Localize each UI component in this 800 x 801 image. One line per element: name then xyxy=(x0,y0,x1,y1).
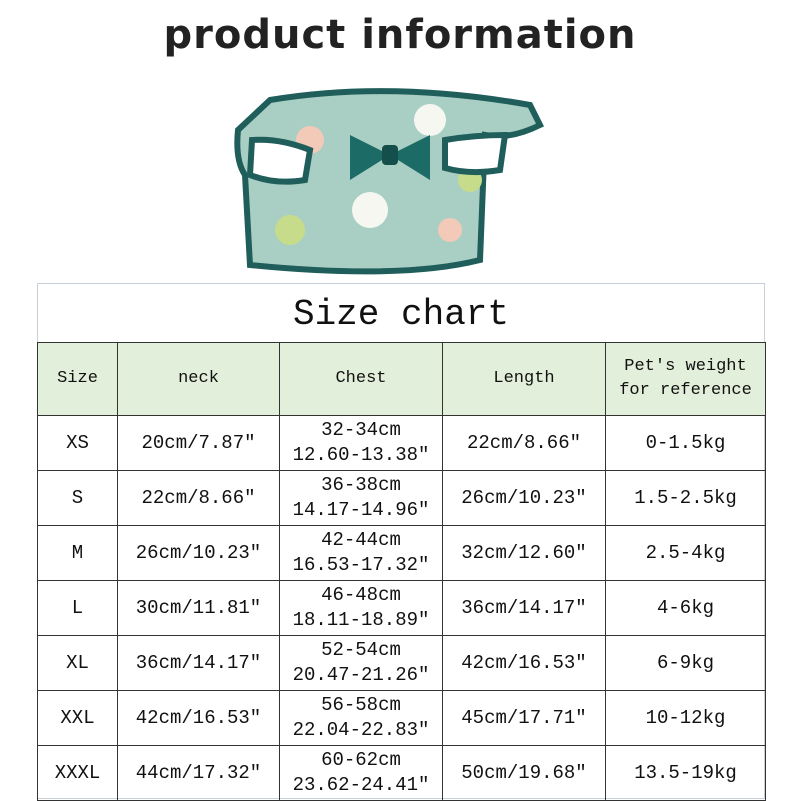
cell-size: XXL xyxy=(37,690,118,746)
chest-cm: 32-34cm xyxy=(321,419,401,441)
cell-length: 50cm/19.68″ xyxy=(442,745,606,801)
size-chart: Size chart Size neck Chest Length Pet's … xyxy=(37,283,766,801)
chest-inches: 23.62-24.41″ xyxy=(292,774,430,796)
table-row: M 26cm/10.23″ 42-44cm 16.53-17.32″ 32cm/12.6… xyxy=(37,525,766,581)
cell-weight: 1.5-2.5kg xyxy=(605,470,766,526)
cell-size: XS xyxy=(37,415,118,471)
cell-neck: 36cm/14.17″ xyxy=(117,635,280,691)
column-header-length: Length xyxy=(442,342,606,416)
chest-cm: 52-54cm xyxy=(321,639,401,661)
cell-weight: 10-12kg xyxy=(605,690,766,746)
chest-cm: 46-48cm xyxy=(321,584,401,606)
cell-length: 36cm/14.17″ xyxy=(442,580,606,636)
size-table: Size neck Chest Length Pet's weight for … xyxy=(37,342,766,801)
cell-size: M xyxy=(37,525,118,581)
chest-cm: 36-38cm xyxy=(321,474,401,496)
cell-length: 22cm/8.66″ xyxy=(442,415,606,471)
cell-length: 26cm/10.23″ xyxy=(442,470,606,526)
chest-inches: 16.53-17.32″ xyxy=(292,554,430,576)
chest-inches: 14.17-14.96″ xyxy=(292,499,430,521)
column-header-chest: Chest xyxy=(279,342,443,416)
cell-chest: 42-44cm 16.53-17.32″ xyxy=(279,525,443,581)
table-row: XXXL 44cm/17.32″ 60-62cm 23.62-24.41″ 50cm/1… xyxy=(37,745,766,801)
size-chart-title: Size chart xyxy=(292,294,510,335)
chest-cm: 60-62cm xyxy=(321,749,401,771)
cell-chest: 32-34cm 12.60-13.38″ xyxy=(279,415,443,471)
cell-chest: 52-54cm 20.47-21.26″ xyxy=(279,635,443,691)
cell-neck: 30cm/11.81″ xyxy=(117,580,280,636)
cell-neck: 22cm/8.66″ xyxy=(117,470,280,526)
cell-weight: 6-9kg xyxy=(605,635,766,691)
cell-size: XL xyxy=(37,635,118,691)
chest-inches: 20.47-21.26″ xyxy=(292,664,430,686)
table-row: L 30cm/11.81″ 46-48cm 18.11-18.89″ 36cm/14.1… xyxy=(37,580,766,636)
cell-weight: 13.5-19kg xyxy=(605,745,766,801)
chest-inches: 22.04-22.83″ xyxy=(292,719,430,741)
table-row: XL 36cm/14.17″ 52-54cm 20.47-21.26″ 42cm/16.… xyxy=(37,635,766,691)
column-header-weight: Pet's weight for reference xyxy=(605,342,766,416)
cell-neck: 44cm/17.32″ xyxy=(117,745,280,801)
page-title: product information xyxy=(163,12,637,58)
cell-size: L xyxy=(37,580,118,636)
cell-chest: 56-58cm 22.04-22.83″ xyxy=(279,690,443,746)
table-header-row: Size neck Chest Length Pet's weight for … xyxy=(37,342,766,416)
cell-weight: 2.5-4kg xyxy=(605,525,766,581)
cell-chest: 46-48cm 18.11-18.89″ xyxy=(279,580,443,636)
cell-size: XXXL xyxy=(37,745,118,801)
cell-neck: 20cm/7.87″ xyxy=(117,415,280,471)
table-row: XXL 42cm/16.53″ 56-58cm 22.04-22.83″ 45cm/17… xyxy=(37,690,766,746)
cell-length: 42cm/16.53″ xyxy=(442,635,606,691)
chest-inches: 18.11-18.89″ xyxy=(292,609,430,631)
chest-inches: 12.60-13.38″ xyxy=(292,444,430,466)
table-row: S 22cm/8.66″ 36-38cm 14.17-14.96″ 26cm/10.23… xyxy=(37,470,766,526)
column-header-size: Size xyxy=(37,342,118,416)
cell-weight: 4-6kg xyxy=(605,580,766,636)
cell-size: S xyxy=(37,470,118,526)
cell-chest: 36-38cm 14.17-14.96″ xyxy=(279,470,443,526)
cell-weight: 0-1.5kg xyxy=(605,415,766,471)
column-header-neck: neck xyxy=(117,342,280,416)
pet-shirt-image xyxy=(234,88,545,275)
cell-length: 32cm/12.60″ xyxy=(442,525,606,581)
cell-neck: 42cm/16.53″ xyxy=(117,690,280,746)
cell-length: 45cm/17.71″ xyxy=(442,690,606,746)
chest-cm: 56-58cm xyxy=(321,694,401,716)
table-row: XS 20cm/7.87″ 32-34cm 12.60-13.38″ 22cm/8.66… xyxy=(37,415,766,471)
cell-chest: 60-62cm 23.62-24.41″ xyxy=(279,745,443,801)
chest-cm: 42-44cm xyxy=(321,529,401,551)
cell-neck: 26cm/10.23″ xyxy=(117,525,280,581)
